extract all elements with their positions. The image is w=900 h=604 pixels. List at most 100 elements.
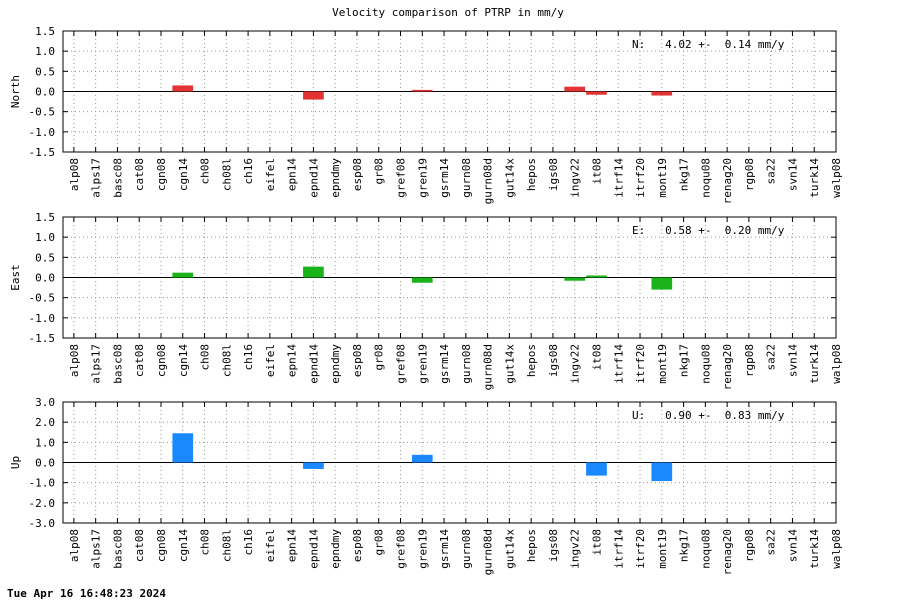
x-tick-label: itrf14 (612, 158, 625, 198)
x-tick-label: gurn08 (460, 344, 473, 384)
x-tick-label: epndmy (329, 158, 342, 198)
x-tick-label: epnd14 (307, 158, 320, 198)
x-tick-label: gurn08d (482, 529, 495, 575)
bar-north-cgn14 (172, 85, 194, 92)
bar-east-epnd14 (303, 266, 324, 278)
x-tick-label: svn14 (786, 158, 799, 191)
bar-up-cgn14 (172, 433, 194, 463)
x-tick-label: mont19 (656, 529, 669, 569)
x-tick-label: cgn14 (177, 529, 190, 562)
x-tick-label: ingv22 (569, 344, 582, 384)
y-tick-label: -0.5 (29, 106, 56, 119)
y-axis-label: North (9, 75, 22, 108)
x-tick-label: it08 (590, 529, 603, 556)
x-tick-label: ingv22 (569, 529, 582, 569)
x-tick-label: epn14 (286, 529, 299, 562)
x-tick-label: cgn14 (177, 158, 190, 191)
x-tick-label: gr08 (373, 158, 386, 185)
x-tick-label: igs08 (547, 158, 560, 191)
bar-north-epnd14 (303, 91, 324, 100)
y-tick-label: -1.0 (29, 477, 56, 490)
x-tick-label: walp08 (830, 344, 843, 384)
y-tick-label: 0.0 (35, 272, 55, 285)
x-tick-label: itrf20 (634, 158, 647, 198)
y-tick-label: -2.0 (29, 497, 56, 510)
x-tick-label: eifel (264, 529, 277, 562)
velocity-annotation: N: 4.02 +- 0.14 mm/y (632, 38, 785, 51)
x-tick-label: esp08 (351, 158, 364, 191)
y-tick-label: -1.0 (29, 312, 56, 325)
x-tick-label: alp08 (68, 344, 81, 377)
x-tick-label: eifel (264, 158, 277, 191)
x-tick-label: ch08 (199, 529, 212, 556)
x-tick-label: renag20 (721, 158, 734, 204)
chart-panel-north: 1.5 1.0 0.5 0.0 -0.5 -1.0 -1.5 alp08 alps17 basc0… (9, 25, 843, 204)
bar-north-mont19 (651, 91, 673, 96)
x-tick-label: gren19 (416, 158, 429, 198)
x-tick-label: itrf20 (634, 529, 647, 569)
x-tick-label: cgn08 (155, 158, 168, 191)
y-tick-label: 1.5 (35, 25, 55, 38)
x-tick-label: gurn08 (460, 529, 473, 569)
bar-up-mont19 (651, 462, 673, 482)
bar-north-gren19 (411, 89, 433, 92)
x-tick-label: cgn08 (155, 344, 168, 377)
x-tick-label: nkg17 (678, 529, 691, 562)
x-tick-label: basc08 (111, 158, 124, 198)
x-tick-label: gut14x (503, 344, 516, 384)
bar-east-it08 (586, 275, 607, 278)
x-tick-label: epndmy (329, 529, 342, 569)
bar-up-it08 (586, 462, 607, 476)
x-tick-label: alp08 (68, 158, 81, 191)
x-tick-label: hepos (525, 529, 538, 562)
x-tick-label: turk14 (808, 344, 821, 384)
x-tick-label: eifel (264, 344, 277, 377)
y-tick-label: 3.0 (35, 396, 55, 409)
y-tick-label: 0.5 (35, 65, 55, 78)
x-tick-label: gref08 (395, 344, 408, 384)
plot-frame (62, 30, 837, 153)
x-tick-label: ch08l (220, 158, 233, 191)
x-tick-label: turk14 (808, 529, 821, 569)
x-tick-label: ch16 (242, 344, 255, 371)
x-tick-label: gsrm14 (438, 158, 451, 198)
y-tick-label: -1.0 (29, 126, 56, 139)
x-tick-label: sa22 (765, 158, 778, 185)
bar-east-gren19 (411, 277, 433, 283)
x-tick-label: mont19 (656, 158, 669, 198)
x-tick-label: ch08l (220, 344, 233, 377)
x-tick-label: cat08 (133, 529, 146, 562)
x-tick-label: nkg17 (678, 158, 691, 191)
bar-up-epnd14 (303, 462, 324, 469)
x-tick-label: alp08 (68, 529, 81, 562)
x-tick-label: epn14 (286, 158, 299, 191)
y-tick-label: 0.0 (35, 86, 55, 99)
y-tick-label: 1.0 (35, 45, 55, 58)
x-tick-label: epnd14 (307, 344, 320, 384)
x-tick-label: igs08 (547, 344, 560, 377)
x-tick-label: cat08 (133, 344, 146, 377)
x-tick-label: basc08 (111, 529, 124, 569)
x-tick-label: cgn14 (177, 344, 190, 377)
x-tick-label: gren19 (416, 344, 429, 384)
x-tick-label: gref08 (395, 158, 408, 198)
bar-up-gren19 (411, 454, 433, 463)
x-tick-label: epnd14 (307, 529, 320, 569)
y-tick-label: 1.0 (35, 436, 55, 449)
x-tick-label: cat08 (133, 158, 146, 191)
x-tick-label: alps17 (90, 529, 103, 569)
x-tick-label: ch08 (199, 158, 212, 185)
chart-title: Velocity comparison of PTRP in mm/y (332, 6, 564, 19)
y-tick-label: 0.5 (35, 251, 55, 264)
x-tick-label: alps17 (90, 158, 103, 198)
x-tick-label: epndmy (329, 344, 342, 384)
x-tick-label: gsrm14 (438, 529, 451, 569)
x-tick-label: esp08 (351, 529, 364, 562)
chart-panel-east: 1.5 1.0 0.5 0.0 -0.5 -1.0 -1.5 alp08 alps17 basc0… (9, 211, 843, 390)
x-tick-label: epn14 (286, 344, 299, 377)
y-axis-label: Up (9, 456, 22, 469)
y-tick-label: -0.5 (29, 292, 56, 305)
x-tick-label: noqu08 (699, 344, 712, 384)
x-tick-label: renag20 (721, 529, 734, 575)
